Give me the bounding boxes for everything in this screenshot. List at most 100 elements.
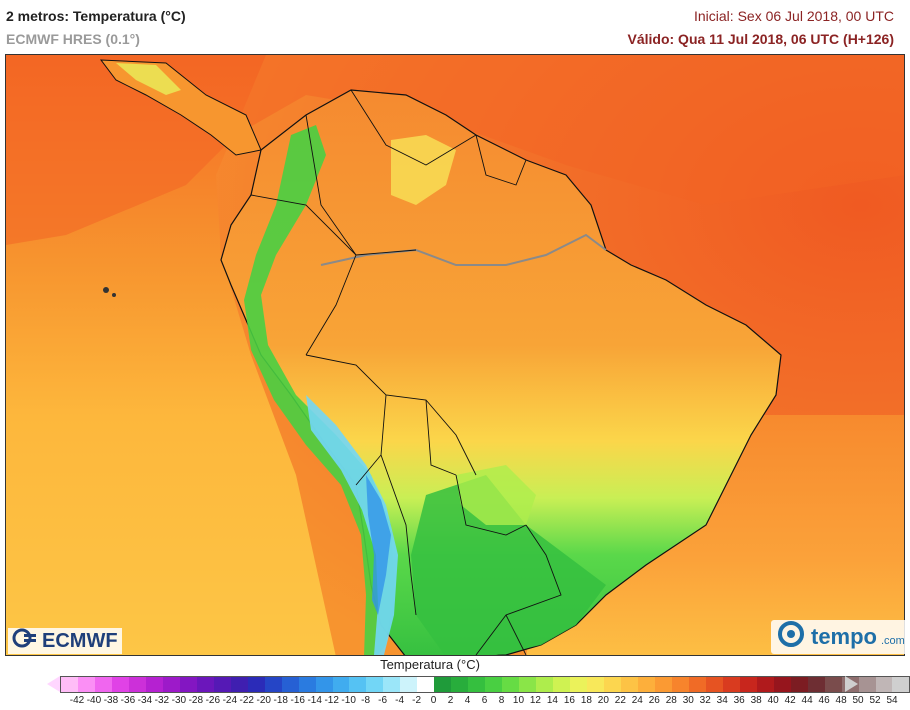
colorbar-tick-label: -16	[290, 695, 305, 706]
andes-mountains	[244, 125, 394, 655]
colorbar-tick-label: -36	[120, 695, 136, 706]
colorbar-swatch	[875, 677, 893, 692]
colorbar-swatch	[145, 677, 163, 692]
colorbar-tick-label: -2	[412, 695, 422, 706]
map-title: 2 metros: Temperatura (°C)	[6, 8, 186, 24]
colorbar-tick-label: 18	[580, 695, 592, 706]
colorbar-tick-label: -32	[154, 695, 170, 706]
colorbar-tick-label: -18	[273, 695, 288, 706]
colorbar-tick-label: 44	[801, 695, 813, 706]
colorbar-tick-label: -8	[361, 695, 371, 706]
colorbar-tick-label: 10	[512, 695, 525, 706]
colorbar-tick-label: 30	[682, 695, 694, 706]
colorbar-swatch	[162, 677, 180, 692]
colorbar	[60, 676, 910, 693]
colorbar-swatch	[451, 677, 469, 692]
colorbar-swatch	[400, 677, 418, 692]
colorbar-tick-label: 34	[716, 695, 728, 706]
colorbar-swatch	[688, 677, 706, 692]
colorbar-tick-label: 4	[464, 695, 471, 706]
initial-time: Inicial: Sex 06 Jul 2018, 00 UTC	[694, 8, 894, 24]
colorbar-swatch	[553, 677, 571, 692]
colorbar-tick-label: -28	[188, 695, 204, 706]
colorbar-tick-label: 0	[430, 695, 437, 706]
colorbar-swatch	[111, 677, 129, 692]
colorbar-tick-label: -40	[86, 695, 102, 706]
colorbar-swatch	[773, 677, 791, 692]
colorbar-tick-label: 42	[784, 695, 796, 706]
colorbar-swatch	[383, 677, 401, 692]
tempo-logo[interactable]: tempo .com	[771, 620, 910, 654]
colorbar-swatch	[485, 677, 503, 692]
central-america	[99, 59, 262, 156]
amazon-river	[320, 233, 607, 266]
northern-ocean-warm	[6, 55, 904, 245]
colorbar-tick-label: -30	[171, 695, 187, 706]
colorbar-swatch	[739, 677, 757, 692]
legend-title: Temperatura (°C)	[380, 657, 480, 672]
central-america-highlands	[116, 63, 181, 95]
colorbar-tick-label: -4	[395, 695, 405, 706]
colorbar-swatch	[213, 677, 231, 692]
colorbar-tick-label: 54	[886, 695, 898, 706]
colorbar-swatch	[230, 677, 248, 692]
colorbar-tick-label: 22	[614, 695, 626, 706]
colorbar-swatch	[654, 677, 672, 692]
valid-time: Válido: Qua 11 Jul 2018, 06 UTC (H+126)	[627, 31, 895, 47]
model-subtitle: ECMWF HRES (0.1°)	[6, 31, 140, 47]
colorbar-tick-label: -14	[307, 695, 322, 706]
colorbar-swatch	[264, 677, 282, 692]
colorbar-swatch	[604, 677, 621, 692]
colorbar-swatch	[61, 677, 78, 692]
colorbar-tick-label: 32	[699, 695, 711, 706]
southern-cool-region	[411, 475, 606, 655]
tempo-logo-suffix: .com	[881, 635, 905, 647]
colorbar-tick-label: 40	[767, 695, 779, 706]
ecmwf-logo-icon	[12, 628, 38, 654]
colorbar-swatch	[128, 677, 146, 692]
colorbar-tick-label: 8	[498, 695, 505, 706]
colorbar-swatch	[468, 677, 486, 692]
colorbar-swatch	[637, 677, 655, 692]
colorbar-swatch	[892, 677, 910, 692]
colorbar-swatch	[315, 677, 333, 692]
colorbar-swatch	[824, 677, 842, 692]
colorbar-tick-label: 48	[835, 695, 847, 706]
colorbar-tick-label: 14	[546, 695, 558, 706]
ecmwf-logo-text: ECMWF	[42, 629, 118, 652]
colorbar-swatch	[502, 677, 520, 692]
colorbar-swatch	[587, 677, 604, 692]
colorbar-tick-label: 26	[648, 695, 660, 706]
colorbar-swatch	[247, 677, 265, 692]
colorbar-swatch	[519, 677, 537, 692]
colorbar-tick-label: 52	[869, 695, 881, 706]
colorbar-tick-label: -34	[137, 695, 153, 706]
colorbar-swatch	[298, 677, 316, 692]
colorbar-tick-label: -24	[222, 695, 238, 706]
ecmwf-logo: ECMWF	[8, 628, 122, 654]
colorbar-max-arrow	[845, 676, 858, 692]
colorbar-tick-label: 16	[563, 695, 575, 706]
colorbar-swatch	[281, 677, 299, 692]
colorbar-tick-label: -6	[378, 695, 388, 706]
colorbar-tick-label: 24	[631, 695, 643, 706]
colorbar-swatch	[349, 677, 367, 692]
pantanal-mild	[456, 465, 536, 525]
colorbar-swatch	[790, 677, 808, 692]
colorbar-tick-label: 28	[665, 695, 677, 706]
colorbar-swatch	[94, 677, 112, 692]
colorbar-swatch	[705, 677, 723, 692]
colorbar-swatch	[722, 677, 740, 692]
colorbar-tick-label: -42	[69, 695, 85, 706]
colorbar-tick-label: 6	[481, 695, 488, 706]
cloud-icon	[777, 621, 807, 653]
colorbar-swatch	[77, 677, 95, 692]
colorbar-swatch	[671, 677, 689, 692]
colorbar-swatch	[620, 677, 638, 692]
temperature-map[interactable]	[5, 54, 905, 656]
colorbar-swatch	[807, 677, 825, 692]
colorbar-swatch	[417, 677, 435, 692]
colorbar-tick-label: 46	[818, 695, 830, 706]
colorbar-tick-label: -38	[103, 695, 119, 706]
colorbar-tick-label: 12	[529, 695, 541, 706]
